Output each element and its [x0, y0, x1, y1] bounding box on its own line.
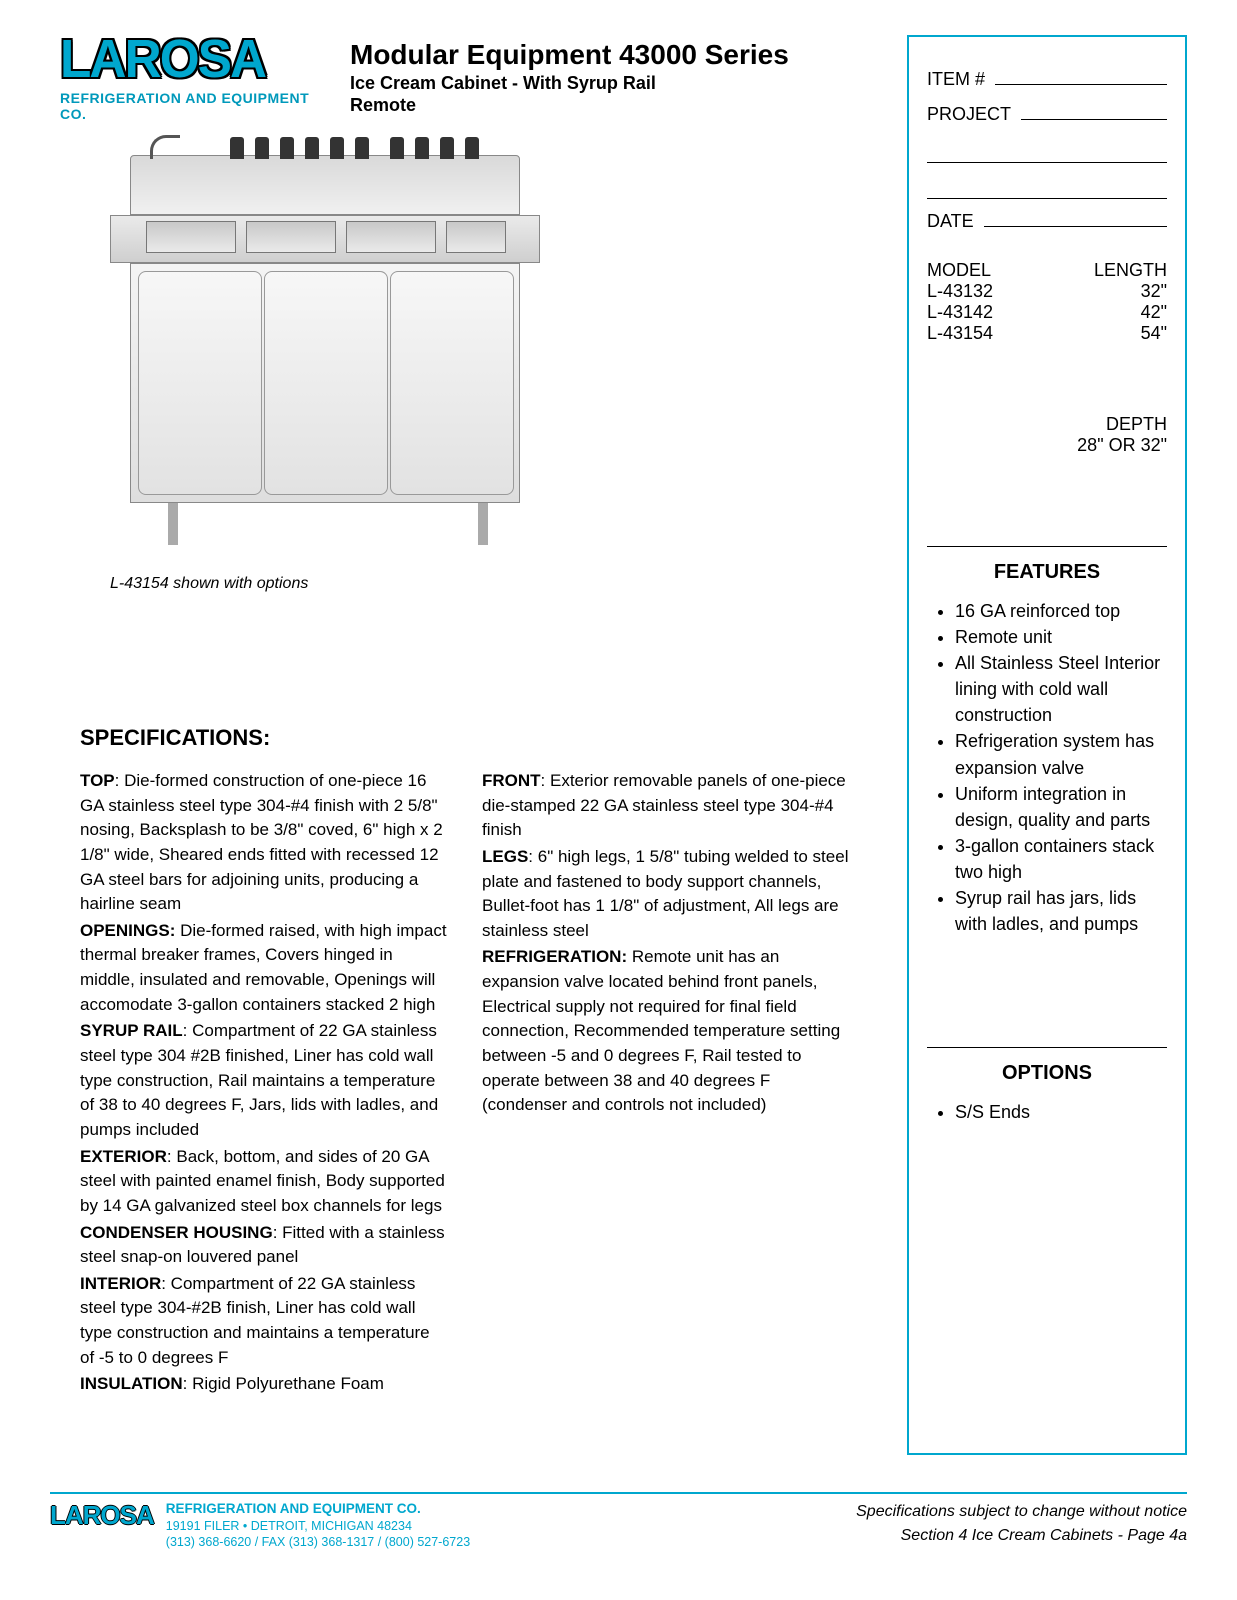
spec-item: SYRUP RAIL: Compartment of 22 GA stainle…: [80, 1019, 448, 1142]
model-table: MODEL LENGTH L-43132 32" L-43142 42" L-4…: [927, 260, 1167, 344]
image-caption: L-43154 shown with options: [110, 575, 610, 593]
cabinet-illustration: [110, 155, 540, 555]
spec-key: EXTERIOR: [80, 1147, 167, 1166]
feature-item: Remote unit: [955, 624, 1167, 650]
specs-columns: TOP: Die-formed construction of one-piec…: [80, 769, 850, 1399]
feature-item: Syrup rail has jars, lids with ladles, a…: [955, 885, 1167, 937]
footer-address: 19191 FILER • DETROIT, MICHIGAN 48234: [166, 1518, 470, 1534]
length-cell: 32": [1141, 281, 1167, 302]
options-list: S/S Ends: [927, 1099, 1167, 1125]
spec-item: INTERIOR: Compartment of 22 GA stainless…: [80, 1272, 448, 1371]
footer-phone: (313) 368-6620 / FAX (313) 368-1317 / (8…: [166, 1534, 470, 1550]
spec-key: CONDENSER HOUSING: [80, 1223, 273, 1242]
features-title: FEATURES: [927, 561, 1167, 584]
depth-label: DEPTH: [927, 414, 1167, 435]
spec-item: OPENINGS: Die-formed raised, with high i…: [80, 919, 448, 1018]
footer-logo: LAROSA: [50, 1500, 154, 1531]
specifications: SPECIFICATIONS: TOP: Die-formed construc…: [80, 725, 850, 1399]
depth-value: 28" OR 32": [927, 435, 1167, 456]
specs-heading: SPECIFICATIONS:: [80, 725, 850, 751]
feature-item: 16 GA reinforced top: [955, 598, 1167, 624]
spec-key: REFRIGERATION:: [482, 947, 627, 966]
spec-item: LEGS: 6" high legs, 1 5/8" tubing welded…: [482, 845, 850, 944]
project-field: PROJECT: [927, 102, 1167, 125]
length-cell: 54": [1141, 323, 1167, 344]
spec-item: REFRIGERATION: Remote unit has an expans…: [482, 945, 850, 1117]
spec-key: INSULATION: [80, 1374, 183, 1393]
footer-info: REFRIGERATION AND EQUIPMENT CO. 19191 FI…: [166, 1500, 470, 1550]
project-line[interactable]: [1021, 102, 1167, 120]
options-block: OPTIONS S/S Ends: [927, 1047, 1167, 1125]
footer-left: LAROSA REFRIGERATION AND EQUIPMENT CO. 1…: [50, 1500, 470, 1550]
title-main: Modular Equipment 43000 Series: [350, 39, 789, 71]
project-label: PROJECT: [927, 104, 1011, 125]
title-sub2: Remote: [350, 95, 789, 116]
spec-item: TOP: Die-formed construction of one-piec…: [80, 769, 448, 917]
date-label: DATE: [927, 211, 974, 232]
footer-notice: Specifications subject to change without…: [856, 1500, 1187, 1524]
blank-line-1[interactable]: [927, 137, 1167, 163]
spec-item: EXTERIOR: Back, bottom, and sides of 20 …: [80, 1145, 448, 1219]
footer-right: Specifications subject to change without…: [856, 1500, 1187, 1548]
model-cell: L-43154: [927, 323, 993, 344]
model-cell: L-43142: [927, 302, 993, 323]
model-row: L-43132 32": [927, 281, 1167, 302]
model-header: MODEL: [927, 260, 991, 281]
title-block: Modular Equipment 43000 Series Ice Cream…: [350, 35, 789, 116]
spec-key: TOP: [80, 771, 115, 790]
model-row: L-43142 42": [927, 302, 1167, 323]
sidebar-panel: ITEM # PROJECT DATE MODEL LENGTH L-43132…: [907, 35, 1187, 1455]
item-line[interactable]: [995, 67, 1167, 85]
length-cell: 42": [1141, 302, 1167, 323]
model-row: L-43154 54": [927, 323, 1167, 344]
spec-item: INSULATION: Rigid Polyurethane Foam: [80, 1372, 448, 1397]
footer-company: REFRIGERATION AND EQUIPMENT CO.: [166, 1500, 470, 1518]
date-line[interactable]: [984, 209, 1167, 227]
model-table-header: MODEL LENGTH: [927, 260, 1167, 281]
item-field: ITEM #: [927, 67, 1167, 90]
features-list: 16 GA reinforced top Remote unit All Sta…: [927, 598, 1167, 937]
blank-line-2[interactable]: [927, 173, 1167, 199]
length-header: LENGTH: [1094, 260, 1167, 281]
spec-key: FRONT: [482, 771, 541, 790]
spec-item: FRONT: Exterior removable panels of one-…: [482, 769, 850, 843]
specs-col-left: TOP: Die-formed construction of one-piec…: [80, 769, 448, 1399]
logo-block: LAROSA REFRIGERATION AND EQUIPMENT CO.: [60, 35, 310, 122]
spec-text: Remote unit has an expansion valve locat…: [482, 947, 840, 1114]
specs-col-right: FRONT: Exterior removable panels of one-…: [482, 769, 850, 1399]
date-field: DATE: [927, 209, 1167, 232]
spec-key: SYRUP RAIL: [80, 1021, 183, 1040]
separator: [927, 1047, 1167, 1048]
spec-text: : Rigid Polyurethane Foam: [183, 1374, 384, 1393]
spec-key: INTERIOR: [80, 1274, 161, 1293]
spec-key: OPENINGS:: [80, 921, 175, 940]
options-title: OPTIONS: [927, 1062, 1167, 1085]
spec-key: LEGS: [482, 847, 528, 866]
logo-main: LAROSA: [60, 35, 298, 84]
logo-subtitle: REFRIGERATION AND EQUIPMENT CO.: [60, 90, 310, 122]
item-label: ITEM #: [927, 69, 985, 90]
features-block: FEATURES 16 GA reinforced top Remote uni…: [927, 546, 1167, 937]
depth-block: DEPTH 28" OR 32": [927, 414, 1167, 456]
product-image: L-43154 shown with options: [110, 155, 610, 593]
footer: LAROSA REFRIGERATION AND EQUIPMENT CO. 1…: [50, 1492, 1187, 1550]
spec-item: CONDENSER HOUSING: Fitted with a stainle…: [80, 1221, 448, 1270]
feature-item: Refrigeration system has expansion valve: [955, 728, 1167, 780]
title-sub1: Ice Cream Cabinet - With Syrup Rail: [350, 73, 789, 94]
separator: [927, 546, 1167, 547]
feature-item: Uniform integration in design, quality a…: [955, 781, 1167, 833]
spec-text: : Die-formed construction of one-piece 1…: [80, 771, 443, 913]
model-cell: L-43132: [927, 281, 993, 302]
option-item: S/S Ends: [955, 1099, 1167, 1125]
feature-item: 3-gallon containers stack two high: [955, 833, 1167, 885]
feature-item: All Stainless Steel Interior lining with…: [955, 650, 1167, 728]
footer-page: Section 4 Ice Cream Cabinets - Page 4a: [856, 1524, 1187, 1548]
spec-text: : 6" high legs, 1 5/8" tubing welded to …: [482, 847, 848, 940]
